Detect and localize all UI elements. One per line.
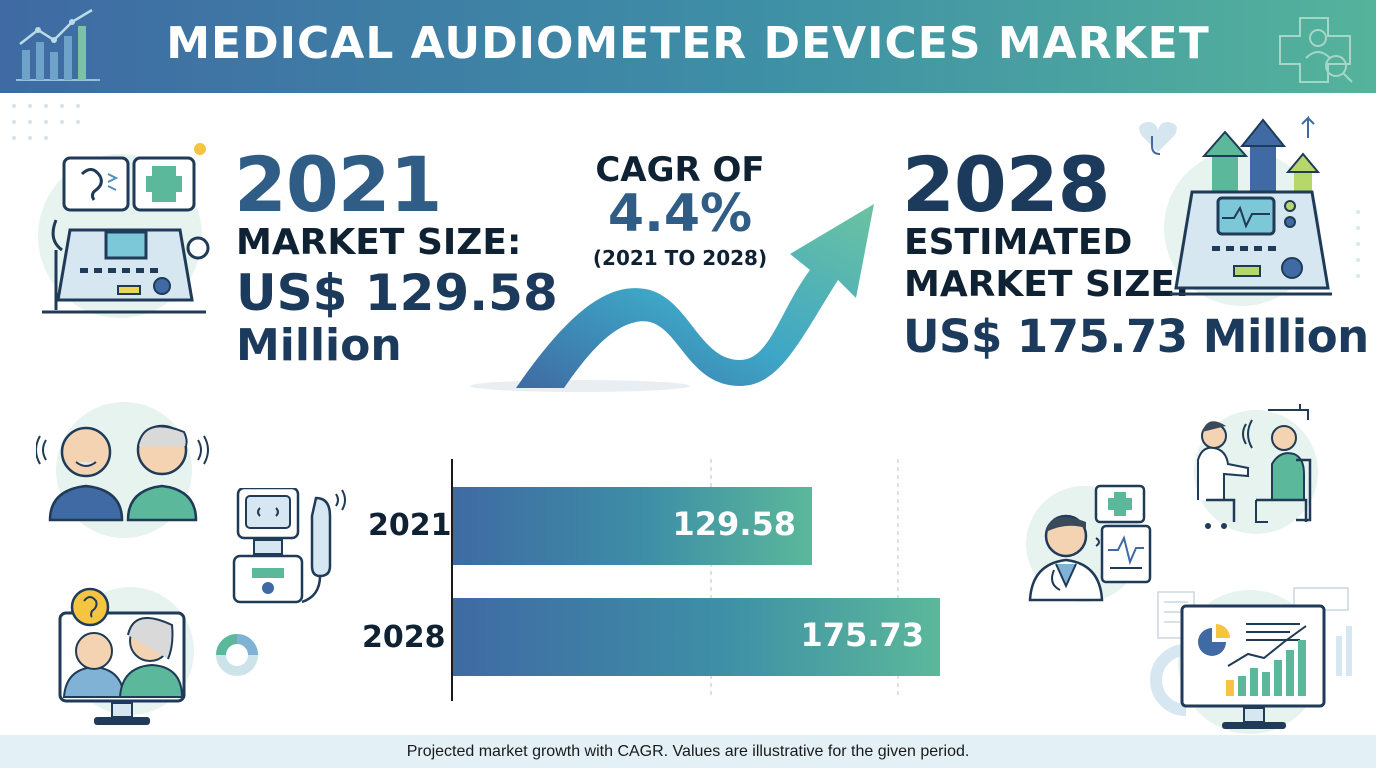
- handheld-audiometer-icon: [232, 488, 346, 604]
- right-year: 2028: [902, 140, 1111, 229]
- bar-value-2028: 175.73: [800, 616, 924, 654]
- right-market-size-label: MARKET SIZE:: [904, 264, 1190, 305]
- donut-icon: [216, 634, 258, 676]
- left-year: 2021: [234, 140, 443, 229]
- bar-label-2021: 2021: [368, 508, 452, 543]
- bar-value-2021: 129.58: [672, 505, 796, 543]
- video-consultation-icon: [58, 587, 194, 725]
- growth-arrow-icon: [470, 204, 874, 392]
- bar-2021: 129.58: [453, 487, 812, 565]
- page-title: MEDICAL AUDIOMETER DEVICES MARKET: [166, 18, 1210, 69]
- audiometer-device-icon: [38, 143, 210, 318]
- left-market-value: US$ 129.58: [236, 264, 558, 322]
- left-market-size-label: MARKET SIZE:: [236, 222, 522, 263]
- bar-2028: 175.73: [453, 598, 940, 676]
- dot-pattern: [12, 104, 80, 140]
- elderly-couple-icon: [36, 402, 209, 538]
- analytics-monitor-icon: [1150, 587, 1352, 734]
- growth-chart-icon: [16, 8, 100, 81]
- bar-label-2028: 2028: [362, 620, 446, 655]
- footer-note: Projected market growth with CAGR. Value…: [0, 735, 1376, 768]
- doctor-icon: [1026, 484, 1152, 602]
- left-market-unit: Million: [236, 320, 402, 371]
- header-banner: MEDICAL AUDIOMETER DEVICES MARKET: [0, 0, 1376, 93]
- cagr-period: (2021 TO 2028): [592, 246, 768, 270]
- clinician-patient-icon: [1194, 404, 1318, 534]
- cagr-value: 4.4%: [607, 184, 753, 244]
- cagr-heading: CAGR OF: [595, 150, 765, 190]
- medical-cross-icon: [1279, 17, 1353, 83]
- right-market-value: US$ 175.73 Million: [903, 310, 1369, 363]
- right-estimated-label: ESTIMATED: [904, 222, 1133, 263]
- growth-arrows-icon: [1139, 115, 1360, 306]
